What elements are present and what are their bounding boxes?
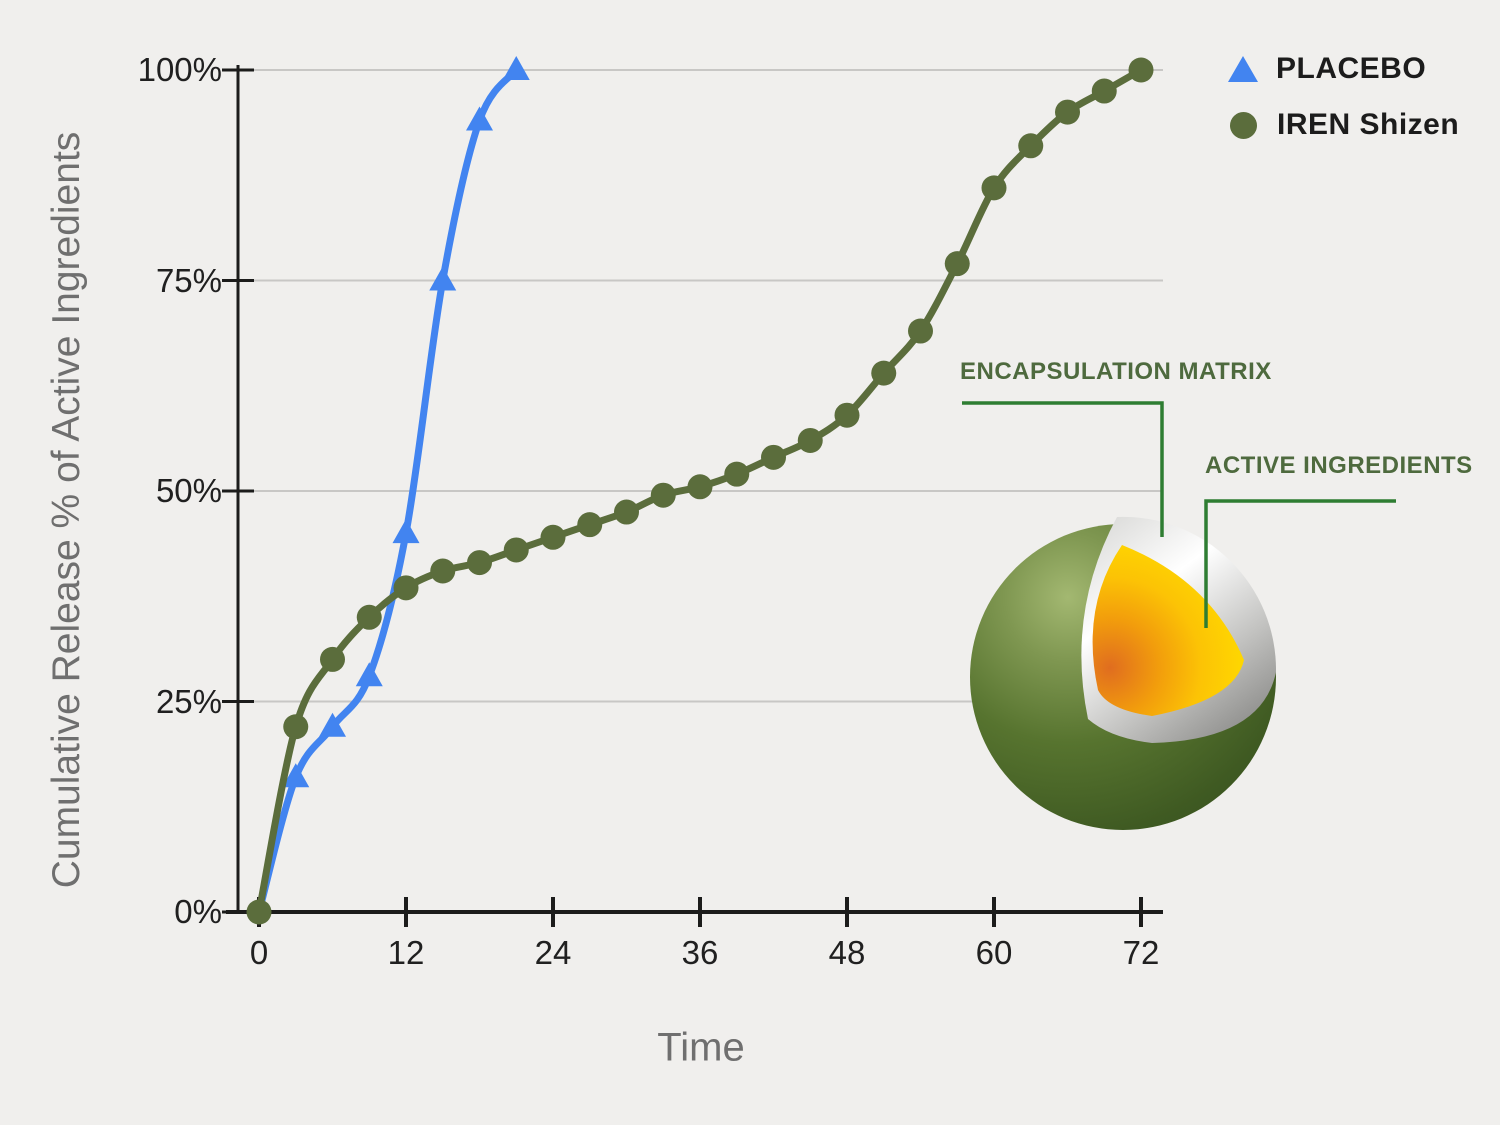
data-point-triangle: [355, 662, 383, 687]
data-point-circle: [944, 251, 970, 277]
data-point-circle: [356, 604, 382, 630]
data-point-circle: [540, 524, 566, 550]
data-point-circle: [871, 360, 897, 386]
y-tick-label: 50%: [155, 472, 222, 509]
x-axis-title: Time: [657, 1025, 745, 1070]
y-tick-label: 100%: [137, 51, 222, 88]
data-point-circle: [430, 558, 456, 584]
data-point-circle: [503, 537, 529, 563]
data-point-triangle: [502, 56, 530, 80]
data-point-circle: [393, 575, 419, 601]
x-tick-label: 72: [1122, 934, 1160, 971]
data-point-circle: [577, 512, 603, 538]
data-point-circle: [761, 444, 786, 470]
legend: PLACEBO IREN Shizen: [1228, 49, 1459, 161]
x-tick-label: 36: [681, 934, 719, 971]
legend-label: PLACEBO: [1276, 52, 1427, 85]
y-tick-label: 0%: [174, 893, 222, 930]
capsule-sphere: [970, 516, 1277, 830]
data-point-circle: [1018, 133, 1044, 159]
triangle-marker-icon: [1228, 56, 1258, 82]
data-point-circle: [908, 318, 933, 344]
data-point-circle: [614, 499, 639, 525]
legend-item-placebo: PLACEBO: [1228, 49, 1459, 89]
data-point-circle: [687, 474, 713, 500]
y-axis-title: Cumulative Release % of Active Ingredien…: [45, 131, 88, 889]
x-tick-label: 0: [249, 934, 269, 971]
data-point-circle: [283, 714, 309, 740]
data-point-triangle: [282, 763, 310, 788]
data-point-circle: [246, 899, 272, 925]
data-point-circle: [1091, 78, 1117, 104]
circle-marker-icon: [1230, 111, 1257, 139]
data-point-circle: [320, 646, 345, 672]
x-tick-label: 60: [975, 934, 1013, 971]
y-tick-label: 25%: [155, 682, 222, 720]
encapsulation-matrix-label: ENCAPSULATION MATRIX: [960, 358, 1272, 385]
data-point-circle: [981, 175, 1007, 201]
x-tick-label: 12: [387, 934, 425, 971]
data-point-triangle: [319, 712, 346, 737]
legend-label: IREN Shizen: [1277, 108, 1460, 141]
x-tick-label: 24: [534, 934, 572, 971]
data-point-circle: [1055, 99, 1080, 125]
data-point-circle: [467, 550, 492, 576]
data-point-triangle: [466, 106, 493, 131]
data-point-circle: [1128, 57, 1154, 83]
active-ingredients-callout-line: [1204, 499, 1396, 628]
active-ingredients-core: [1092, 545, 1244, 716]
legend-item-iren-shizen: IREN Shizen: [1228, 105, 1459, 145]
encapsulation-matrix-callout-line: [962, 401, 1164, 537]
data-point-circle: [650, 482, 676, 508]
x-tick-label: 48: [828, 934, 866, 971]
data-point-circle: [834, 402, 860, 428]
data-point-circle: [724, 461, 750, 487]
data-point-circle: [797, 427, 823, 453]
y-tick-label: 75%: [155, 261, 222, 299]
data-point-triangle: [429, 266, 457, 291]
data-point-triangle: [392, 519, 420, 544]
active-ingredients-label: ACTIVE INGREDIENTS: [1205, 452, 1473, 479]
